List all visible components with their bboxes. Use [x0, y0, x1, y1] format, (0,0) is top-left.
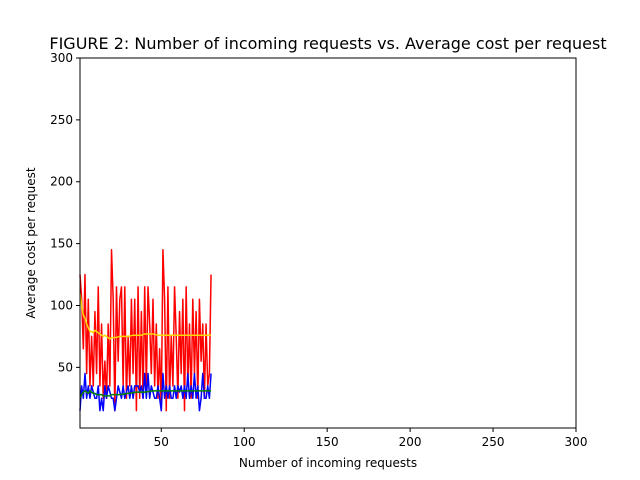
y-tick-label: 150	[50, 237, 73, 251]
series-line-3	[79, 293, 212, 340]
y-tick-label: 300	[50, 51, 73, 65]
y-tick-label: 50	[58, 360, 73, 374]
y-tick-label: 250	[50, 113, 73, 127]
x-axis-ticks: 50 100 150 200 250 300	[154, 428, 588, 449]
x-tick-label: 300	[565, 435, 588, 449]
series-line-0	[79, 249, 212, 412]
x-tick-label: 250	[482, 435, 505, 449]
y-tick-label: 200	[50, 175, 73, 189]
x-axis-label: Number of incoming requests	[239, 456, 417, 470]
x-tick-label: 150	[316, 435, 339, 449]
x-tick-label: 50	[154, 435, 169, 449]
plot-lines	[79, 249, 212, 412]
x-tick-label: 100	[233, 435, 256, 449]
y-axis-label: Average cost per request	[24, 167, 38, 318]
series-line-1	[79, 372, 212, 412]
x-tick-label: 200	[399, 435, 422, 449]
plot-frame	[79, 57, 577, 429]
series-line-2	[79, 390, 212, 399]
y-tick-label: 100	[50, 298, 73, 312]
y-axis-ticks: 50 100 150 200 250 300	[50, 51, 80, 374]
chart-title: FIGURE 2: Number of incoming requests vs…	[49, 34, 606, 53]
